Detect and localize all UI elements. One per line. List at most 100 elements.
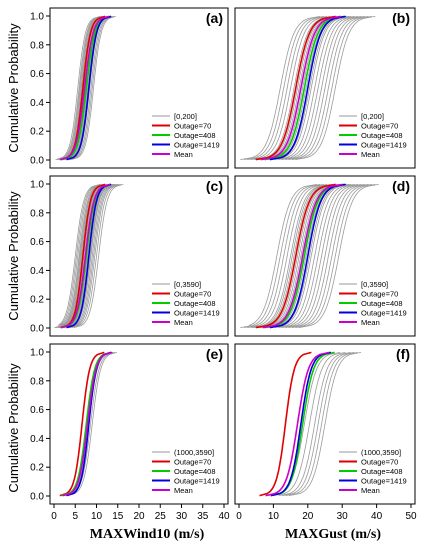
y-tick-label: 0.2 [30, 463, 44, 474]
grey-cdf-curve [288, 184, 369, 328]
grey-cdf-curve [65, 352, 116, 496]
grey-cdf-curve [257, 16, 338, 160]
grey-cdf-curve [285, 16, 365, 160]
series-curve-outage-1419 [66, 15, 112, 161]
plot-frame [234, 343, 416, 505]
series-curve-outage-408 [61, 15, 112, 161]
y-tick-label: 0.0 [30, 156, 44, 167]
grey-cdf-curve [291, 16, 372, 160]
panel-b: (b) [0,200]Outage=70Outage=408Outage=1419… [234, 7, 416, 169]
grey-cdf-curve [269, 184, 350, 328]
y-axis-label-top: Cumulative Probability [6, 23, 21, 153]
y-tick-label: 0.8 [30, 376, 44, 387]
panel-tag: (c) [206, 178, 223, 194]
grey-cdf-curve [274, 16, 355, 160]
x-tick-label: 20 [133, 511, 145, 522]
grey-cdf-curve [243, 16, 324, 160]
grey-cdf-curve [247, 16, 328, 160]
grey-cdf-curve [285, 184, 365, 328]
legend-label: (1000,3590] [361, 448, 401, 457]
grey-cdf-curve [57, 16, 103, 160]
x-tick-label: 0 [51, 511, 57, 522]
panel-tag: (a) [206, 10, 223, 26]
y-axis-label-bottom: Cumulative Probability [6, 363, 21, 493]
series-curve-outage-408 [270, 351, 335, 497]
legend-label: Outage=408 [174, 131, 216, 140]
series-curve-outage-408 [264, 183, 345, 329]
x-tick-label: 5 [72, 511, 78, 522]
x-tick-label: 30 [337, 511, 349, 522]
grey-cdf-curve [254, 16, 335, 160]
panels: 0.00.20.40.60.81.0 (a)[0,200]Outage=70Out… [30, 7, 417, 542]
panel-d: (d) [0,3590]Outage=70Outage=408Outage=141… [234, 175, 416, 337]
series-curve-outage-70 [255, 183, 336, 329]
y-tick-label: 1.0 [30, 12, 44, 23]
legend-label: Outage=408 [174, 299, 216, 308]
grey-cdf-curve [68, 184, 119, 328]
grey-cdf-curve [259, 184, 340, 328]
grey-cdf-curve [250, 16, 331, 160]
legend-label: Outage=70 [361, 122, 398, 131]
grey-cdf-curve [273, 352, 346, 496]
grey-cdf-curve [248, 184, 317, 326]
panel-a: 0.00.20.40.60.81.0 (a)[0,200]Outage=70Out… [30, 7, 229, 169]
x-tick-label: 40 [371, 511, 383, 522]
legend-label: Outage=1419 [174, 141, 220, 150]
legend-label: Outage=408 [361, 131, 403, 140]
grey-cdf-curve [298, 184, 379, 328]
grey-cdf-curve [59, 184, 102, 326]
grey-cdf-curve [55, 184, 106, 328]
plot-frame [49, 175, 229, 337]
legend-label: Outage=70 [174, 122, 211, 131]
legend-label: Outage=1419 [361, 309, 407, 318]
grey-cdf-curve [67, 184, 118, 328]
grey-cdf-curve [69, 16, 115, 160]
grey-cdf-curve [295, 184, 376, 328]
grey-cdf-curve [69, 184, 120, 328]
grey-cdf-curve [266, 16, 347, 160]
legend-label: Outage=70 [361, 290, 398, 299]
y-tick-label: 0.8 [30, 208, 44, 219]
legend-label: [0,3590] [174, 280, 201, 289]
grey-cdf-curve [55, 16, 101, 160]
grey-cdf-curve [282, 352, 355, 496]
y-tick-label: 0.6 [30, 69, 44, 80]
x-tick-label: 30 [176, 511, 188, 522]
grey-cdf-curve [285, 352, 358, 496]
series-curve-mean [262, 183, 343, 329]
series-curve-outage-408 [61, 351, 112, 497]
grey-cdf-curve [71, 184, 122, 328]
series-curve-outage-408 [264, 15, 345, 161]
grey-cdf-curve [254, 184, 335, 328]
legend-label: Mean [174, 150, 193, 159]
y-tick-label: 0.6 [30, 237, 44, 248]
legend-label: Mean [174, 486, 193, 495]
grey-cdf-curve [55, 184, 105, 328]
x-tick-label: 20 [302, 511, 314, 522]
plot-frame [234, 175, 416, 337]
grey-cdf-curve [281, 184, 362, 328]
grey-cdf-curve [60, 184, 103, 326]
grey-cdf-curve [269, 16, 350, 160]
legend-label: Mean [361, 150, 380, 159]
series-curve-outage-70 [255, 15, 336, 161]
y-tick-label: 0.2 [30, 127, 44, 138]
series-curve-outage-70 [59, 351, 105, 497]
y-tick-label: 1.0 [30, 180, 44, 191]
grey-cdf-curve [295, 16, 376, 160]
grey-cdf-curve [271, 184, 352, 328]
legend-label: Outage=1419 [361, 477, 407, 486]
legend-label: Outage=1419 [174, 477, 220, 486]
grey-cdf-curve [257, 184, 338, 328]
grey-cdf-curve [288, 352, 362, 496]
grey-cdf-curve [281, 16, 362, 160]
grey-cdf-curve [252, 184, 333, 328]
grey-cdf-curve [259, 16, 340, 160]
legend-label: Outage=70 [361, 458, 398, 467]
grey-cdf-curve [56, 16, 102, 160]
grey-cdf-curve [274, 184, 355, 328]
grey-cdf-curve [243, 184, 324, 328]
legend-label: [0,200] [361, 112, 384, 121]
x-axis-label: MAXWind10 (m/s) [90, 527, 205, 542]
legend-label: Outage=1419 [361, 141, 407, 150]
